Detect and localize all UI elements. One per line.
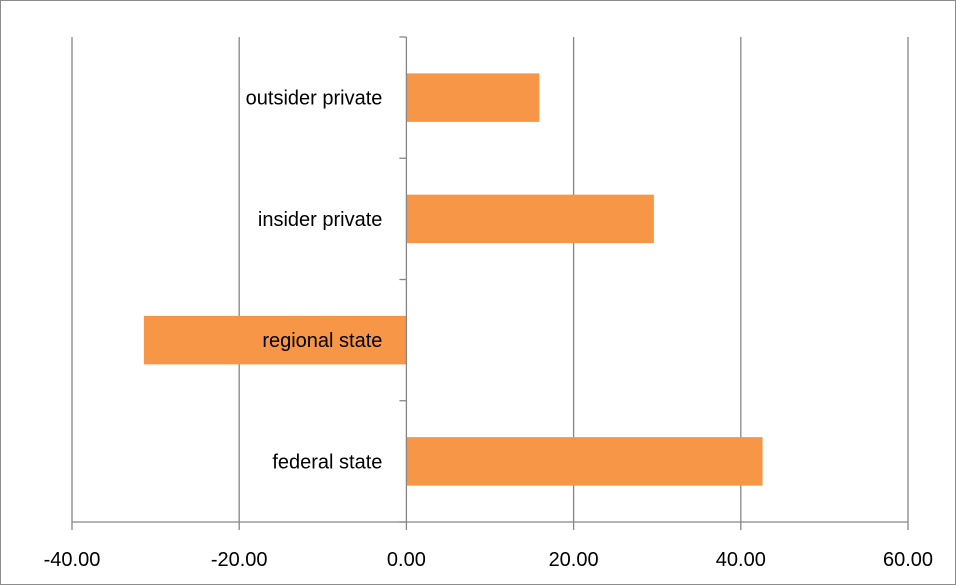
bar	[406, 194, 654, 244]
bar	[406, 73, 540, 122]
x-tick-label: -40.00	[44, 549, 101, 571]
x-tick-label: 60.00	[883, 549, 933, 571]
category-label: regional state	[262, 330, 382, 352]
category-label: insider private	[258, 209, 383, 231]
x-tick-label: 20.00	[549, 549, 599, 571]
labels: -40.00 -20.00 0.00 20.00 40.00 60.00 federal s…	[44, 88, 933, 571]
x-tick-label: 0.00	[387, 549, 426, 571]
x-tick-label: 40.00	[716, 549, 766, 571]
category-label: outsider private	[246, 88, 383, 110]
bar	[406, 437, 763, 486]
bars	[143, 73, 763, 486]
x-tick-label: -20.00	[211, 549, 268, 571]
axes	[71, 36, 909, 530]
bar	[143, 315, 407, 365]
category-label: federal state	[272, 451, 382, 473]
